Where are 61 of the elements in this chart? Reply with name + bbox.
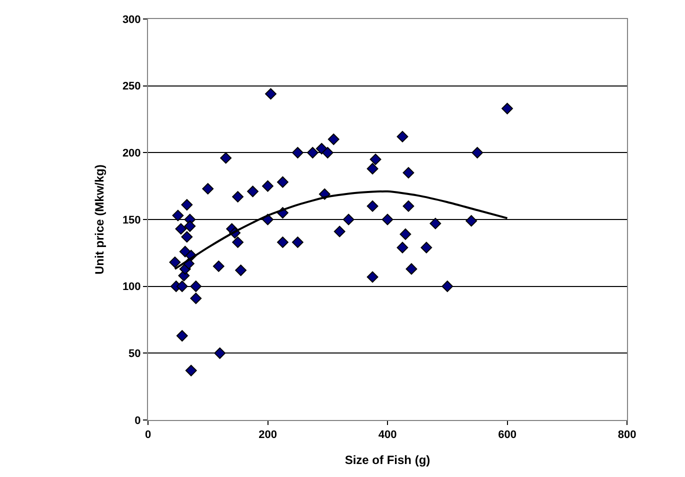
point bbox=[190, 292, 202, 304]
point bbox=[232, 191, 244, 202]
point bbox=[292, 146, 304, 158]
point bbox=[502, 102, 513, 114]
point bbox=[402, 200, 414, 212]
point bbox=[370, 154, 382, 166]
y-tick-label: 250 bbox=[122, 80, 141, 93]
y-axis-title: Unit price (Mkw/kg) bbox=[92, 164, 107, 275]
point bbox=[400, 228, 412, 240]
point bbox=[262, 180, 274, 192]
point bbox=[202, 183, 214, 194]
point bbox=[366, 200, 378, 212]
point bbox=[292, 236, 304, 248]
point bbox=[175, 223, 187, 235]
point bbox=[176, 330, 188, 342]
point bbox=[322, 146, 334, 158]
point bbox=[172, 210, 184, 222]
point bbox=[402, 167, 414, 178]
point bbox=[176, 280, 188, 292]
point bbox=[185, 364, 197, 376]
point bbox=[190, 280, 202, 292]
point bbox=[181, 199, 193, 210]
x-tick-label: 800 bbox=[618, 429, 636, 442]
point bbox=[181, 231, 193, 243]
x-tick-label: 600 bbox=[498, 429, 516, 442]
point bbox=[382, 214, 394, 226]
point bbox=[232, 236, 244, 248]
x-tick-label: 200 bbox=[258, 429, 277, 442]
point bbox=[430, 218, 442, 230]
point bbox=[328, 134, 340, 145]
point bbox=[265, 88, 276, 100]
point bbox=[466, 215, 478, 227]
point bbox=[406, 263, 418, 275]
point bbox=[442, 280, 454, 292]
y-tick-label: 200 bbox=[122, 148, 141, 160]
point bbox=[184, 220, 196, 232]
point bbox=[235, 264, 247, 276]
point bbox=[214, 347, 226, 359]
x-tick-label: 400 bbox=[378, 429, 397, 442]
point bbox=[306, 146, 318, 158]
point bbox=[220, 152, 232, 164]
point bbox=[366, 271, 378, 283]
point bbox=[342, 214, 354, 226]
point bbox=[420, 242, 432, 254]
point bbox=[396, 242, 408, 254]
y-tick-label: 0 bbox=[134, 414, 141, 427]
y-tick-label: 100 bbox=[122, 281, 141, 294]
point bbox=[277, 236, 288, 248]
point bbox=[334, 226, 346, 238]
y-tick-label: 50 bbox=[128, 348, 141, 360]
y-tick-label: 300 bbox=[122, 14, 141, 26]
point bbox=[247, 186, 258, 198]
point bbox=[277, 176, 288, 188]
x-axis-title: Size of Fish (g) bbox=[344, 453, 430, 468]
y-tick-label: 150 bbox=[122, 214, 141, 226]
point bbox=[169, 256, 181, 268]
point bbox=[366, 163, 378, 174]
point bbox=[472, 146, 484, 158]
point bbox=[212, 260, 224, 272]
point bbox=[396, 130, 408, 142]
x-tick-label: 0 bbox=[144, 429, 152, 442]
